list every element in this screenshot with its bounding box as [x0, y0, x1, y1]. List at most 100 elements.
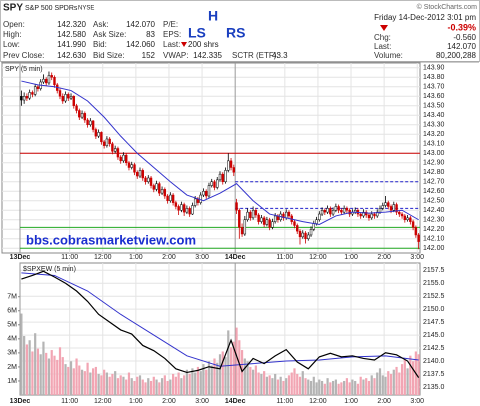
candle-body — [160, 189, 164, 194]
field-value: 142.630 — [57, 51, 86, 60]
candle-body — [326, 208, 329, 213]
field-label: Prev Close: — [3, 51, 44, 60]
candle-body — [127, 162, 131, 168]
candle-body — [216, 179, 219, 188]
candle-body — [400, 213, 404, 217]
volume-bar — [202, 364, 205, 395]
x-tick-label: 12:00 — [309, 254, 327, 261]
volume-bar — [351, 379, 354, 395]
y-tick-label: 2152.5 — [423, 293, 445, 300]
candle-body — [86, 119, 89, 125]
volume-bar — [354, 380, 357, 395]
candle-body — [58, 90, 62, 97]
volume-bar — [227, 330, 230, 395]
candle-body — [257, 214, 260, 222]
volume-bar — [301, 371, 304, 395]
candle-body — [318, 213, 321, 221]
candle-body — [221, 173, 224, 182]
volume-bar — [53, 355, 56, 395]
candle-body — [298, 230, 302, 238]
candle-body — [174, 202, 178, 207]
volume-bar — [105, 372, 108, 395]
panel-title: $SPXEW (5 min) — [23, 266, 76, 273]
candle-body — [202, 191, 205, 196]
volume-bar — [340, 382, 343, 395]
candle-body — [392, 204, 396, 211]
volume-bar — [58, 347, 62, 395]
field-value: 141.990 — [57, 40, 86, 49]
candle-body — [169, 194, 172, 202]
candle-body — [323, 210, 327, 213]
candle-body — [136, 172, 139, 177]
volume-bar — [406, 368, 409, 395]
price-line — [21, 270, 420, 378]
volume-bar — [20, 313, 23, 395]
x-tick-label: 1:00 — [129, 254, 143, 261]
candle-body — [141, 170, 144, 179]
candle-body — [191, 205, 194, 215]
volume-bar — [136, 376, 139, 395]
field-label: Chg: — [374, 33, 391, 42]
volume-bar — [141, 379, 144, 395]
candle-body — [133, 164, 136, 173]
candle-body — [97, 132, 100, 137]
candle-body — [235, 202, 238, 211]
volume-bar — [42, 341, 45, 395]
candle-body — [122, 154, 125, 162]
volume-bar — [274, 373, 277, 395]
volume-bar — [83, 371, 86, 395]
y-tick-label: 2137.5 — [423, 371, 445, 378]
volume-bar — [343, 380, 346, 395]
volume-bar — [235, 327, 238, 395]
volume-bar — [293, 368, 296, 395]
candle-body — [213, 181, 216, 188]
volume-tick-label: 1M — [7, 378, 17, 385]
volume-bar — [94, 366, 97, 395]
candle-body — [334, 206, 338, 211]
candle-body — [296, 225, 299, 232]
volume-bar — [249, 366, 252, 395]
y-tick-label: 143.10 — [423, 141, 445, 148]
field-value: 142.070 — [126, 20, 155, 29]
x-tick-label: 11:00 — [61, 254, 78, 261]
candle-body — [406, 217, 409, 221]
volume-bar — [312, 376, 315, 395]
field-value: 142.320 — [57, 20, 86, 29]
candle-body — [83, 113, 87, 121]
security-name: S&P 500 SPDRs — [25, 5, 78, 12]
candle-body — [315, 219, 318, 224]
field-value: 142.335 — [193, 51, 222, 60]
volume-bar — [188, 373, 191, 395]
volume-bar — [218, 354, 222, 395]
candle-body — [193, 198, 197, 206]
volume-bar — [282, 380, 285, 395]
volume-bar — [315, 382, 318, 395]
candle-body — [238, 210, 241, 228]
volume-bar — [80, 369, 84, 395]
candle-body — [25, 96, 29, 99]
volume-bar — [398, 372, 401, 395]
volume-bar — [356, 383, 360, 395]
volume-bar — [392, 369, 395, 395]
volume-bar — [64, 364, 67, 395]
volume-bar — [23, 336, 26, 395]
x-tick-label: 3:00 — [195, 398, 209, 405]
candle-body — [273, 215, 277, 222]
candle-body — [119, 156, 122, 162]
candle-body — [42, 78, 45, 83]
volume-bar — [116, 378, 120, 395]
volume-bar — [400, 364, 404, 395]
volume-bar — [75, 358, 78, 395]
x-tick-label: 13Dec — [10, 254, 31, 261]
volume-bar — [194, 372, 197, 395]
field-value: 142.060 — [126, 40, 155, 49]
volume-bar — [254, 365, 257, 395]
candle-body — [301, 232, 304, 238]
volume-bar — [183, 375, 186, 395]
candle-body — [387, 202, 390, 207]
volume-bar — [246, 361, 249, 395]
candle-body — [180, 204, 183, 211]
y-tick-label: 142.70 — [423, 179, 445, 186]
y-tick-label: 143.80 — [423, 74, 445, 81]
